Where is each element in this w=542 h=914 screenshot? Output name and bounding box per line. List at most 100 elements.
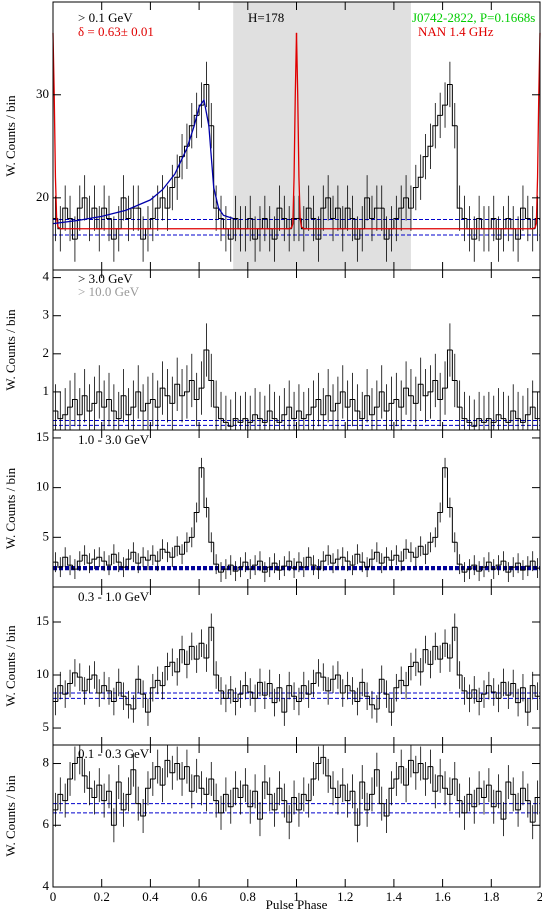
bin xyxy=(183,391,190,396)
bin xyxy=(57,685,63,702)
bin xyxy=(232,565,239,572)
bin xyxy=(120,782,127,811)
bin xyxy=(149,778,156,789)
bin xyxy=(62,556,68,568)
bin xyxy=(403,680,409,687)
bin xyxy=(125,197,131,219)
bin xyxy=(359,781,365,826)
bin xyxy=(208,507,214,543)
bin xyxy=(437,114,443,126)
bin xyxy=(427,541,433,555)
bin xyxy=(291,407,297,420)
bin xyxy=(330,197,336,219)
bin xyxy=(106,790,112,801)
bin xyxy=(183,649,190,665)
bin xyxy=(330,555,336,564)
bin xyxy=(446,788,453,795)
annotation: δ = 0.63± 0.01 xyxy=(78,24,154,39)
bin xyxy=(485,784,492,798)
bin xyxy=(149,687,156,713)
bin xyxy=(252,790,258,807)
bin xyxy=(81,677,88,692)
bin xyxy=(344,207,351,229)
bin xyxy=(154,679,161,688)
bin xyxy=(398,399,404,408)
bin xyxy=(315,218,321,240)
bin xyxy=(218,407,224,420)
bin xyxy=(164,388,170,397)
bin xyxy=(252,218,258,240)
bin xyxy=(218,208,224,219)
bin xyxy=(203,788,209,795)
bin xyxy=(193,775,200,792)
y-tick-label: 1 xyxy=(43,383,50,398)
bin xyxy=(481,788,487,798)
bin xyxy=(534,561,540,569)
bin xyxy=(446,643,453,659)
bin xyxy=(383,556,390,564)
bin xyxy=(398,207,404,219)
bin xyxy=(310,406,316,415)
bin xyxy=(188,766,195,792)
bin xyxy=(364,395,370,419)
bin xyxy=(149,399,156,404)
bin xyxy=(179,649,185,672)
x-tick-label: 1 xyxy=(293,889,300,904)
y-tick-label: 4 xyxy=(43,878,50,893)
bin xyxy=(456,380,463,408)
bin xyxy=(81,197,88,209)
bin xyxy=(130,769,136,795)
x-tick-label: 0 xyxy=(50,889,57,904)
bin xyxy=(427,391,433,396)
bin xyxy=(247,562,253,570)
bin xyxy=(91,402,97,411)
bin xyxy=(213,627,219,676)
bin xyxy=(86,678,92,691)
bin xyxy=(208,626,214,659)
bin xyxy=(232,217,239,240)
bin xyxy=(222,690,229,699)
bin xyxy=(403,387,409,408)
bin xyxy=(495,414,502,423)
bin xyxy=(154,555,161,562)
x-tick-label: 1.6 xyxy=(434,889,451,904)
annotation: NAN 1.4 GHz xyxy=(418,24,494,39)
bin xyxy=(271,683,278,704)
bin xyxy=(495,564,502,570)
y-axis-label: W. Counts / bin xyxy=(3,625,18,707)
bin xyxy=(520,787,526,810)
bin xyxy=(237,566,243,572)
bin xyxy=(422,649,428,672)
bin xyxy=(310,778,316,801)
bin xyxy=(534,685,540,697)
bin xyxy=(96,556,102,560)
bin xyxy=(296,410,302,419)
bin xyxy=(500,414,506,420)
bin xyxy=(446,467,453,509)
fit-curve xyxy=(52,98,234,225)
bin xyxy=(169,760,175,774)
annotation: 1.0 - 3.0 GeV xyxy=(78,432,150,447)
radio-profile xyxy=(295,32,541,230)
bin xyxy=(232,787,239,807)
bin xyxy=(193,646,200,660)
bin xyxy=(125,395,131,416)
bin xyxy=(334,558,341,564)
bin xyxy=(154,207,161,219)
bin xyxy=(281,414,287,423)
x-tick-label: 0.2 xyxy=(94,889,110,904)
bin xyxy=(505,418,511,423)
bin xyxy=(222,568,229,573)
bin xyxy=(412,395,419,404)
bin xyxy=(408,759,414,786)
bin xyxy=(271,562,278,568)
bin xyxy=(276,787,282,810)
bin xyxy=(364,682,370,697)
bin xyxy=(334,402,341,411)
bin xyxy=(71,218,78,240)
bin xyxy=(169,552,175,558)
bin xyxy=(198,467,204,513)
bin xyxy=(403,197,409,209)
bin xyxy=(305,207,312,229)
bin xyxy=(67,778,73,801)
